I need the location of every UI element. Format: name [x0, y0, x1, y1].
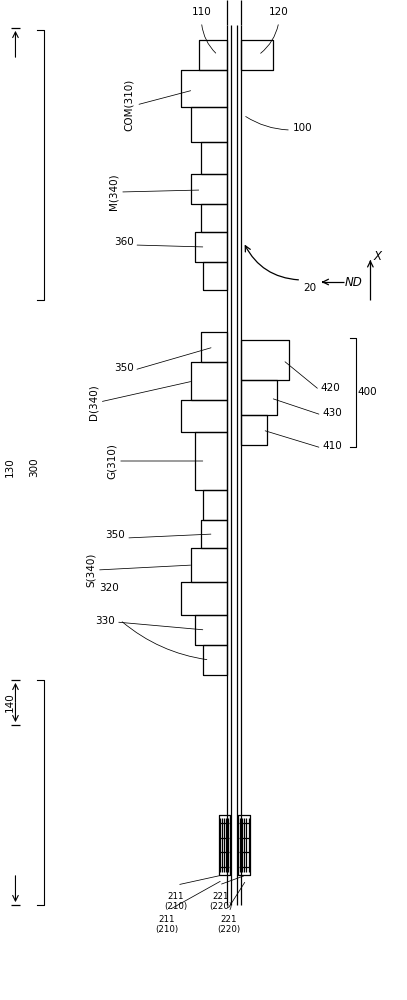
Text: 320: 320: [99, 583, 119, 593]
Text: 430: 430: [322, 408, 342, 418]
Text: 350: 350: [105, 530, 125, 540]
Text: ND: ND: [345, 275, 363, 288]
Text: 20: 20: [303, 283, 316, 293]
Text: 400: 400: [357, 387, 377, 397]
Text: 300: 300: [29, 457, 39, 477]
Text: 120: 120: [269, 7, 289, 17]
Text: 330: 330: [95, 616, 115, 626]
Text: 350: 350: [114, 363, 133, 373]
Text: 100: 100: [293, 123, 313, 133]
Text: 211
(210): 211 (210): [155, 915, 178, 934]
Text: COM(310): COM(310): [124, 79, 134, 131]
Text: S(340): S(340): [85, 553, 96, 587]
Text: 410: 410: [322, 441, 342, 451]
Text: 221
(220): 221 (220): [209, 892, 232, 911]
Text: 140: 140: [5, 692, 15, 712]
Text: 360: 360: [114, 237, 133, 247]
Text: 420: 420: [320, 383, 340, 393]
Text: 130: 130: [5, 457, 15, 477]
Text: 110: 110: [192, 7, 211, 17]
Text: 221
(220): 221 (220): [217, 915, 240, 934]
Text: X: X: [374, 250, 382, 263]
Text: D(340): D(340): [88, 384, 98, 420]
Text: M(340): M(340): [109, 174, 119, 210]
Text: G(310): G(310): [107, 443, 117, 479]
Text: 211
(210): 211 (210): [164, 892, 187, 911]
